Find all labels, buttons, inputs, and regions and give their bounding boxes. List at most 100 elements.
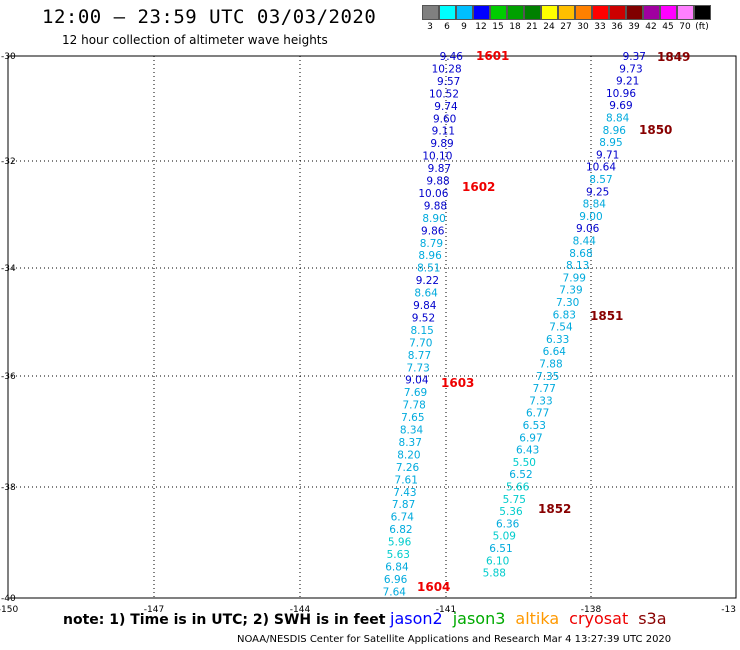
- track-value: 8.79: [420, 238, 443, 250]
- y-tick-label: -36: [1, 372, 16, 382]
- x-tick-label: -150: [0, 605, 18, 615]
- track-value: 7.73: [406, 362, 429, 374]
- track-value: 9.69: [609, 100, 632, 112]
- track-value: 7.70: [409, 337, 432, 349]
- track-value: 10.52: [429, 88, 459, 100]
- track-value: 6.77: [526, 408, 549, 420]
- map-frame: [7, 55, 737, 599]
- track-value: 5.09: [493, 531, 516, 543]
- legend-swatch: [643, 5, 660, 20]
- legend-label: (ft): [695, 22, 709, 32]
- legend-swatch: [558, 5, 575, 20]
- track-value: 8.84: [583, 199, 607, 211]
- legend-swatch: [694, 5, 711, 20]
- track-value: 8.96: [603, 125, 627, 137]
- track-value: 8.20: [397, 449, 420, 461]
- track-value: 10.10: [422, 151, 452, 163]
- legend-swatch: [609, 5, 626, 20]
- track-value: 7.39: [559, 285, 582, 297]
- track-value: 8.95: [599, 137, 622, 149]
- track-value: 9.87: [428, 163, 451, 175]
- track-value: 8.44: [573, 236, 597, 248]
- legend-swatch: [473, 5, 490, 20]
- track-value: 9.84: [413, 300, 437, 312]
- track-value: 7.43: [393, 487, 416, 499]
- track-value: 9.52: [412, 312, 435, 324]
- track-value: 7.88: [539, 359, 562, 371]
- legend-swatches: [422, 5, 711, 20]
- legend-label: 21: [526, 22, 538, 32]
- legend-label: 30: [577, 22, 589, 32]
- track-value: 6.84: [385, 561, 409, 573]
- track-value: 6.10: [486, 555, 509, 567]
- track-value: 6.74: [391, 512, 415, 524]
- track-value: 8.13: [566, 260, 589, 272]
- track-value: 5.66: [506, 482, 530, 494]
- legend-label: 70: [679, 22, 691, 32]
- x-tick-label: -138: [581, 605, 602, 615]
- legend-label: 15: [492, 22, 504, 32]
- x-tick-label: -144: [290, 605, 311, 615]
- track-value: 9.22: [416, 275, 439, 287]
- legend-swatch: [660, 5, 677, 20]
- track-value: 7.35: [536, 371, 559, 383]
- track-value: 5.75: [503, 494, 526, 506]
- legend-swatch: [507, 5, 524, 20]
- track-value: 5.36: [499, 506, 523, 518]
- track-value: 9.21: [616, 76, 639, 88]
- track-value: 9.46: [440, 51, 464, 63]
- pass-time-label: 1603: [441, 376, 474, 390]
- track-value: 9.37: [623, 51, 646, 63]
- track-value: 8.64: [414, 288, 438, 300]
- track-value: 7.61: [395, 474, 418, 486]
- legend-swatch: [490, 5, 507, 20]
- page-title: 12:00 – 23:59 UTC 03/03/2020: [42, 6, 377, 28]
- x-tick-label: -147: [144, 605, 164, 615]
- track-value: 6.96: [384, 574, 408, 586]
- track-value: 9.73: [619, 63, 642, 75]
- credit-line: NOAA/NESDIS Center for Satellite Applica…: [237, 634, 672, 645]
- legend-label: 24: [543, 22, 555, 32]
- legend-label: 27: [560, 22, 572, 32]
- track-value: 7.64: [383, 586, 407, 598]
- track-value: 6.64: [543, 346, 567, 358]
- color-legend: 3 6 9 12 15 18 21 24 27 30 33 36 39 42 45 70 (ft): [422, 5, 711, 34]
- track-value: 5.50: [513, 457, 536, 469]
- x-tick-label: -141: [436, 605, 456, 615]
- track-value: 8.68: [569, 248, 592, 260]
- track-value: 10.64: [586, 162, 616, 174]
- pass-time-label: 1850: [639, 123, 672, 137]
- track-value: 7.99: [563, 272, 586, 284]
- track-value: 7.33: [529, 395, 552, 407]
- track-value: 9.88: [424, 200, 447, 212]
- track-value: 10.96: [606, 88, 636, 100]
- track-value: 6.43: [516, 445, 539, 457]
- track-value: 7.87: [392, 499, 415, 511]
- track-value: 10.06: [418, 188, 448, 200]
- legend-swatch: [677, 5, 694, 20]
- track-value: 7.26: [396, 462, 420, 474]
- track-value: 6.97: [519, 432, 542, 444]
- satellite-altika: altika: [515, 609, 560, 628]
- satellite-legend: jason2 jason3 altika cryosat s3a: [390, 609, 677, 628]
- y-tick-label: -34: [1, 264, 16, 274]
- track-value: 7.65: [401, 412, 424, 424]
- track-value: 9.60: [433, 113, 456, 125]
- track-value: 9.88: [426, 176, 449, 188]
- track-value: 6.53: [523, 420, 546, 432]
- track-value: 5.88: [483, 568, 506, 580]
- legend-labels: 3 6 9 12 15 18 21 24 27 30 33 36 39 42 45 70 (ft): [422, 20, 711, 34]
- legend-swatch: [541, 5, 558, 20]
- satellite-jason3: jason3: [452, 609, 506, 628]
- track-value: 6.83: [553, 309, 576, 321]
- track-value: 9.00: [579, 211, 602, 223]
- footer-note: note: 1) Time is in UTC; 2) SWH is in fe…: [63, 612, 386, 628]
- pass-time-label: 1849: [657, 50, 690, 64]
- satellite-jason2: jason2: [390, 609, 443, 628]
- track-value: 9.06: [576, 223, 600, 235]
- legend-label: 42: [645, 22, 657, 32]
- pass-time-label: 1601: [476, 49, 509, 63]
- track-value: 5.96: [388, 537, 412, 549]
- track-value: 8.57: [589, 174, 612, 186]
